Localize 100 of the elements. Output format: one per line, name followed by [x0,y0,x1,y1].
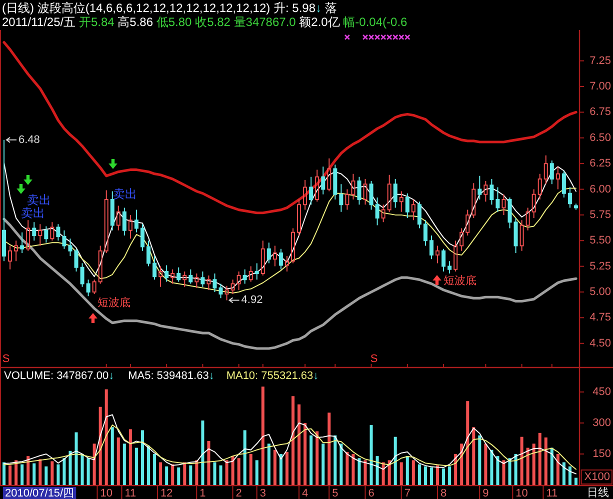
bar [328,412,331,485]
line-series [4,414,576,474]
candlestick [562,170,566,198]
text: 2010/07/15/四 [5,488,74,499]
bar [514,454,518,485]
candlestick [351,173,356,200]
bar [147,446,150,485]
bar [255,460,258,485]
x-tick-label: 8 [440,488,447,499]
bar [364,460,367,485]
candlestick [466,209,470,236]
bar [538,432,542,485]
x-tick-label: 11 [124,488,136,499]
candlestick [490,178,494,206]
bar [279,454,282,485]
candlestick [568,186,572,208]
bar [436,465,440,485]
candlestick [345,188,350,210]
candlestick [339,184,344,212]
candlestick [526,207,530,231]
candlestick [194,273,199,288]
candlestick [104,190,108,254]
line-series [4,188,576,294]
bar [140,430,144,485]
bar [74,432,78,485]
annotation: 卖出 [27,193,51,207]
line-series [4,162,576,290]
x-tick-label: 7 [404,488,410,499]
bar [490,450,494,485]
candlestick [544,154,548,185]
bar [478,435,482,485]
candlestick [520,220,524,252]
candlestick [387,174,392,212]
bar [62,458,66,485]
bar [134,448,138,485]
bar [340,444,343,485]
candlestick [284,256,289,272]
bar [2,462,6,485]
candlestick [236,270,241,290]
bar [448,466,452,485]
candlestick [44,226,48,244]
candlestick [230,279,235,295]
bar [231,456,234,485]
candlestick [110,190,114,231]
annotation: 4.92 [241,294,263,306]
bar [98,406,102,485]
y-tick-label: 6.50 [590,132,611,144]
candlestick [20,232,24,254]
candlestick [448,260,452,274]
bar [116,437,120,485]
candlestick [405,192,410,219]
bar [153,454,156,485]
candlestick [484,180,488,202]
candlestick [188,268,193,284]
x-tick-label: 12 [160,488,173,499]
bar [110,427,114,485]
bar [310,435,313,485]
candlestick [550,160,554,185]
candlestick [381,204,386,223]
candlestick [74,248,78,272]
bar [20,464,24,485]
bar [562,462,566,485]
candlestick [92,279,96,295]
annotation: S [370,353,378,365]
bar [249,454,252,485]
candlestick [442,248,446,272]
bar [472,427,476,485]
bar [430,467,433,485]
bar [213,462,216,485]
bar [26,456,30,485]
bar [316,431,319,485]
bar [128,429,132,485]
y-axis-title: X100 [584,471,610,483]
bar [460,444,464,485]
bar [358,458,361,485]
candlestick [574,203,578,210]
bar [568,466,572,485]
candlestick [472,182,476,219]
candlestick [164,264,169,282]
candlestick [272,245,277,267]
legend: MA5: 539481.63↓ MA10: 755321.63↓ [128,370,319,382]
annotation: 6.48 [18,134,40,146]
y-tick-label: 6.25 [590,158,611,170]
bar [44,466,48,485]
candlestick [297,199,302,236]
chart-title: (日线) 波段高位(14,6,6,6,12,12,12,12,12,12,12,12) 升: 5.98↓ 落 [2,1,337,15]
candlestick [242,268,247,284]
candlestick [460,228,464,252]
bar [466,401,470,485]
bar [237,458,240,485]
annotation: 短波底 [444,274,476,287]
candlestick [38,224,42,246]
x-tick-label: 5 [332,488,338,499]
bar [556,454,560,485]
x-tick-label: 10 [516,488,528,499]
candlestick [321,166,326,195]
candlestick [134,209,138,233]
bar [171,464,174,485]
bar [207,440,210,485]
candlestick [86,279,90,297]
